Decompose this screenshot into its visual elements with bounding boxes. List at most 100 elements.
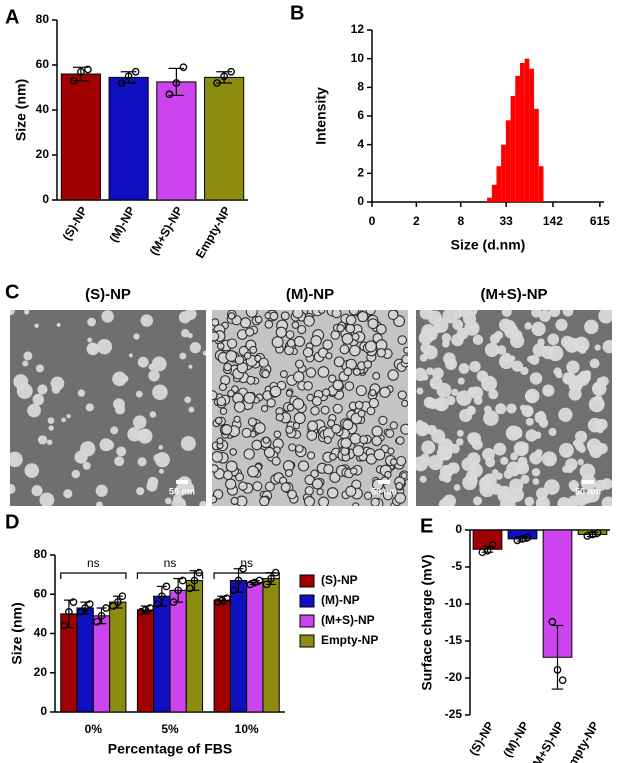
- nanoparticle: [345, 323, 356, 334]
- nanoparticle: [525, 429, 538, 442]
- panel-label: E: [420, 515, 433, 537]
- nanoparticle: [136, 487, 145, 496]
- data-point: [153, 600, 162, 608]
- nanoparticle: [24, 463, 40, 478]
- nanoparticle: [297, 460, 310, 472]
- y-tick-label: 2: [357, 166, 364, 180]
- nanoparticle: [10, 310, 15, 316]
- significance-label: ns: [164, 556, 177, 570]
- nanoparticle: [318, 496, 330, 506]
- data-point: [97, 611, 106, 620]
- nanoparticle: [456, 327, 469, 340]
- nanoparticle: [303, 495, 316, 506]
- nanoparticle: [212, 464, 219, 473]
- nanoparticle: [345, 485, 357, 497]
- nanoparticle: [135, 390, 143, 398]
- data-point: [558, 676, 567, 685]
- data-point: [186, 584, 194, 593]
- nanoparticle: [354, 400, 364, 410]
- nanoparticle: [212, 318, 220, 327]
- nanoparticle: [367, 318, 379, 330]
- nanoparticle: [525, 417, 534, 426]
- nanoparticle: [216, 437, 224, 445]
- scale-bar-label: 50 nm: [169, 486, 195, 496]
- nanoparticle: [113, 398, 125, 411]
- nanoparticle: [311, 395, 322, 407]
- nanoparticle: [365, 310, 376, 316]
- nanoparticle: [264, 320, 274, 329]
- bar: [153, 595, 171, 713]
- nanoparticle: [187, 332, 193, 339]
- nanoparticle: [245, 310, 258, 318]
- nanoparticle: [577, 458, 584, 466]
- nanoparticle: [575, 494, 588, 506]
- data-point: [109, 602, 118, 610]
- nanoparticle: [285, 330, 295, 340]
- nanoparticle: [292, 310, 304, 319]
- nanoparticle: [456, 438, 464, 446]
- nanoparticle: [364, 340, 377, 353]
- nanoparticle: [330, 330, 341, 340]
- nanoparticle: [158, 445, 164, 450]
- significance-bracket: [136, 572, 204, 579]
- nanoparticle: [452, 319, 464, 331]
- nanoparticle: [180, 435, 196, 451]
- nanoparticle: [16, 383, 33, 399]
- y-tick-label: 0: [40, 704, 47, 718]
- nanoparticle: [442, 494, 457, 506]
- nanoparticle: [99, 438, 113, 452]
- nanoparticle: [529, 354, 540, 366]
- nanoparticle: [592, 381, 604, 393]
- nanoparticle: [553, 367, 562, 376]
- nanoparticle: [400, 423, 408, 435]
- data-point: [124, 72, 133, 81]
- nanoparticle: [320, 405, 330, 415]
- y-axis-label: Size (nm): [13, 79, 29, 141]
- bar: [185, 580, 204, 713]
- nanoparticle: [246, 375, 256, 385]
- x-tick-label: (S)-NP: [60, 204, 90, 243]
- nanoparticle: [184, 396, 192, 404]
- nanoparticle: [27, 403, 41, 418]
- x-tick-label: (M)-NP: [500, 719, 531, 759]
- nanoparticle: [37, 435, 48, 445]
- nanoparticle: [86, 342, 100, 356]
- nanoparticle: [295, 444, 304, 453]
- nanoparticle: [275, 326, 287, 338]
- nanoparticle: [151, 356, 167, 372]
- nanoparticle: [483, 410, 499, 426]
- nanoparticle: [389, 458, 398, 466]
- nanoparticle: [22, 360, 29, 367]
- nanoparticle: [395, 436, 405, 445]
- nanoparticle: [496, 345, 507, 355]
- legend-swatch: [299, 634, 315, 648]
- x-tick-label: 142: [543, 214, 563, 228]
- nanoparticle: [344, 381, 355, 391]
- legend-label: (M+S)-NP: [321, 613, 375, 627]
- data-point: [172, 79, 181, 87]
- x-tick-label: (M)-NP: [107, 204, 138, 244]
- nanoparticle: [303, 315, 315, 327]
- y-tick-label: 0: [455, 522, 462, 536]
- data-point: [220, 72, 228, 81]
- nanoparticle: [306, 451, 316, 460]
- data-point: [230, 586, 238, 595]
- legend-swatch: [299, 574, 315, 588]
- data-point: [84, 65, 92, 74]
- nanoparticle: [548, 427, 557, 437]
- nanoparticle: [558, 442, 574, 458]
- data-point: [588, 530, 597, 539]
- nanoparticle: [529, 372, 543, 385]
- nanoparticle: [310, 469, 319, 478]
- x-tick-label: 0%: [85, 722, 103, 736]
- nanoparticle: [285, 389, 293, 397]
- nanoparticle: [264, 481, 275, 492]
- nanoparticle: [565, 465, 574, 474]
- y-tick-label: 20: [36, 147, 50, 161]
- nanoparticle: [286, 338, 296, 348]
- data-point: [513, 536, 522, 545]
- data-point: [553, 666, 562, 674]
- nanoparticle: [269, 385, 282, 398]
- panel-label: B: [290, 2, 304, 24]
- nanoparticle: [462, 475, 478, 491]
